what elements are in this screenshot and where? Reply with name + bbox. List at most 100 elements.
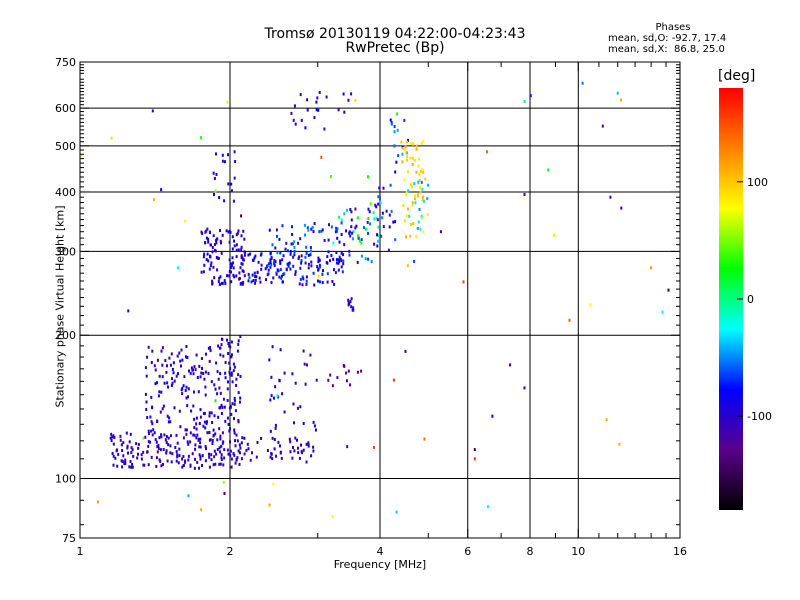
data-point: [162, 404, 165, 408]
data-point: [422, 195, 424, 199]
data-point: [137, 442, 140, 446]
data-point: [155, 456, 158, 460]
data-point: [155, 464, 158, 468]
data-point: [342, 259, 345, 263]
x-tick-label: 16: [673, 545, 687, 558]
data-point: [348, 231, 351, 235]
data-point: [222, 440, 225, 444]
data-point: [269, 429, 272, 433]
data-point: [367, 217, 370, 220]
data-point: [390, 122, 393, 126]
data-point: [202, 270, 205, 274]
data-point: [196, 460, 199, 464]
data-point: [418, 178, 421, 182]
data-point: [214, 189, 217, 193]
data-point: [214, 432, 217, 436]
data-point: [317, 274, 320, 278]
data-point: [112, 454, 115, 458]
data-point: [415, 144, 418, 148]
data-point: [208, 431, 211, 434]
data-point: [258, 276, 261, 280]
data-point: [208, 414, 211, 418]
data-point: [177, 372, 179, 376]
data-point: [160, 464, 163, 468]
data-point: [486, 150, 489, 154]
data-point: [147, 444, 150, 448]
data-point: [283, 371, 286, 375]
data-point: [294, 122, 297, 126]
data-point: [293, 253, 296, 257]
data-point: [340, 233, 343, 236]
data-point: [203, 411, 206, 415]
phases-title: Phases: [655, 22, 691, 33]
data-point: [349, 208, 352, 211]
data-point: [195, 436, 198, 440]
data-point: [206, 431, 209, 435]
data-point: [256, 271, 259, 275]
data-point: [150, 420, 153, 424]
data-point: [300, 450, 303, 454]
data-point: [243, 452, 246, 456]
data-point: [272, 276, 275, 280]
data-point: [224, 419, 227, 423]
data-point: [303, 223, 306, 227]
data-point: [411, 156, 414, 160]
data-point: [347, 98, 350, 102]
data-point: [185, 396, 188, 400]
data-point: [189, 371, 192, 375]
data-point: [204, 459, 207, 463]
data-point: [200, 136, 203, 140]
data-point: [218, 386, 221, 390]
data-point: [176, 266, 179, 270]
data-point: [279, 259, 282, 263]
data-point: [182, 384, 185, 388]
data-point: [473, 457, 476, 461]
data-point: [179, 359, 182, 363]
data-point: [352, 308, 355, 312]
data-point: [350, 210, 353, 214]
data-point: [278, 378, 281, 382]
data-point: [161, 363, 164, 367]
data-point: [209, 264, 212, 268]
data-point: [236, 439, 239, 443]
data-point: [420, 170, 422, 173]
data-point: [220, 337, 223, 341]
data-point: [181, 457, 184, 461]
data-point: [120, 443, 123, 447]
data-point: [306, 108, 309, 112]
data-point: [352, 230, 355, 234]
data-point: [228, 429, 231, 433]
data-point: [381, 211, 384, 215]
data-point: [180, 348, 183, 352]
x-tick-label: 1: [77, 545, 84, 558]
data-point: [388, 213, 391, 217]
data-point: [179, 425, 182, 429]
data-point: [111, 435, 114, 439]
data-point: [232, 452, 235, 456]
data-point: [323, 239, 326, 242]
data-point: [491, 414, 494, 418]
data-point: [266, 264, 269, 268]
data-point: [211, 282, 214, 286]
data-point: [199, 415, 202, 419]
data-point: [182, 464, 185, 467]
data-point: [310, 227, 313, 231]
data-point: [237, 449, 240, 453]
data-point: [158, 436, 161, 440]
data-point: [276, 251, 279, 255]
data-point: [340, 251, 343, 255]
data-point: [306, 226, 309, 230]
data-point: [135, 442, 138, 446]
data-point: [187, 454, 190, 458]
data-point: [216, 438, 219, 442]
data-point: [271, 436, 274, 440]
data-point: [300, 259, 303, 263]
data-point: [171, 381, 174, 385]
data-point: [297, 446, 299, 450]
data-point: [342, 364, 345, 367]
data-point: [213, 177, 216, 180]
data-point: [230, 465, 233, 469]
data-point: [589, 303, 592, 307]
data-point: [246, 442, 249, 446]
data-point: [276, 268, 279, 272]
